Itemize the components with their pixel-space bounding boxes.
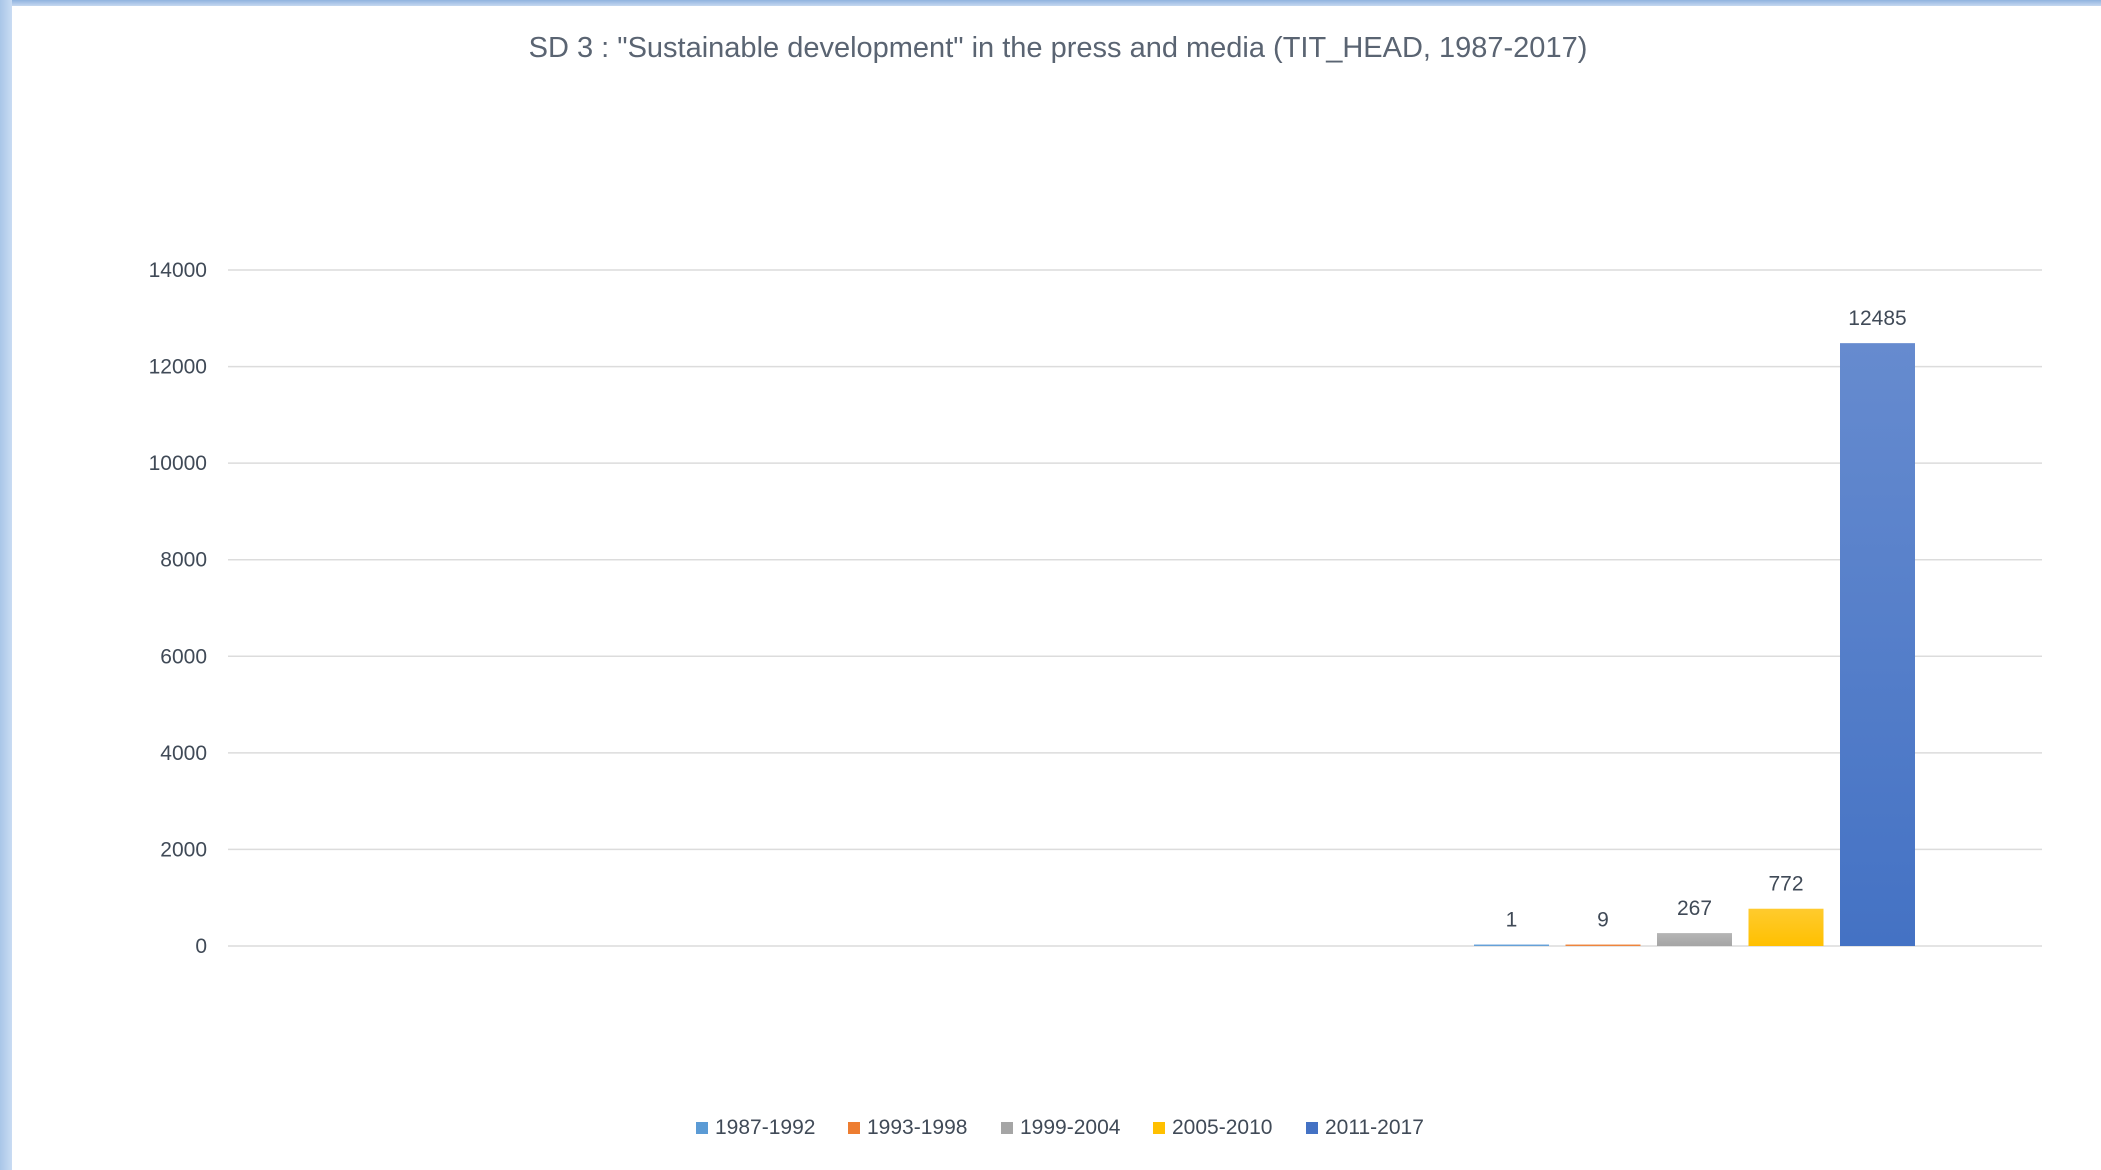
data-labels: 1 9 267 772 12485 (1506, 307, 1907, 931)
legend-label: 1993-1998 (867, 1116, 967, 1139)
window-left-border (0, 0, 12, 1170)
y-tick-label: 2000 (160, 838, 207, 861)
legend-item-1999-2004: 1999-2004 (1001, 1116, 1121, 1139)
legend-item-2011-2017: 2011-2017 (1306, 1116, 1424, 1139)
bar-2011-2017 (1840, 343, 1915, 947)
y-tick-label: 4000 (160, 742, 207, 765)
data-label-2005-2010: 772 (1768, 873, 1803, 896)
legend-label: 2005-2010 (1172, 1116, 1272, 1139)
legend-item-2005-2010: 2005-2010 (1153, 1116, 1272, 1139)
bars (1474, 343, 1915, 947)
bar-1987-1992 (1474, 944, 1549, 946)
data-label-1999-2004: 267 (1677, 897, 1712, 920)
y-axis-tick-labels: 0 2000 4000 6000 8000 10000 12000 14000 (149, 259, 207, 958)
legend-label: 1999-2004 (1020, 1116, 1121, 1139)
y-tick-label: 6000 (160, 645, 207, 668)
gridlines (228, 269, 2042, 947)
legend-swatch (1001, 1122, 1013, 1134)
bar-1993-1998 (1565, 944, 1641, 946)
window-top-border (0, 0, 2101, 6)
chart-title: SD 3 : "Sustainable development" in the … (529, 32, 1588, 64)
legend-label: 1987-1992 (715, 1116, 815, 1139)
bar-2005-2010 (1748, 908, 1824, 946)
data-label-1987-1992: 1 (1506, 909, 1518, 932)
y-tick-label: 14000 (149, 259, 207, 282)
legend: 1987-1992 1993-1998 1999-2004 2005-2010 2011… (696, 1116, 1424, 1139)
legend-item-1993-1998: 1993-1998 (848, 1116, 967, 1139)
y-tick-label: 8000 (160, 549, 207, 572)
data-label-1993-1998: 9 (1597, 909, 1609, 932)
legend-swatch (1306, 1122, 1318, 1134)
legend-swatch (696, 1122, 708, 1134)
data-label-2011-2017: 12485 (1848, 307, 1906, 330)
legend-label: 2011-2017 (1325, 1116, 1424, 1139)
bar-1999-2004 (1657, 933, 1732, 946)
legend-swatch (848, 1122, 860, 1134)
y-tick-label: 0 (195, 935, 207, 958)
legend-swatch (1153, 1122, 1165, 1134)
legend-item-1987-1992: 1987-1992 (696, 1116, 815, 1139)
y-tick-label: 12000 (149, 356, 207, 379)
y-tick-label: 10000 (149, 452, 207, 475)
